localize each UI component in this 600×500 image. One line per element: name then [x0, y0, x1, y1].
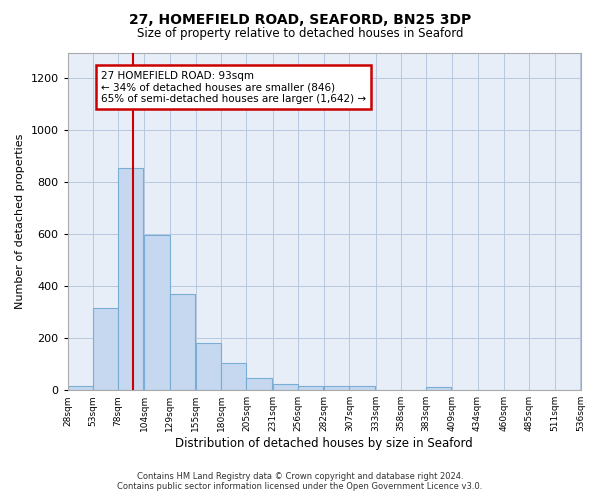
- Y-axis label: Number of detached properties: Number of detached properties: [15, 134, 25, 309]
- X-axis label: Distribution of detached houses by size in Seaford: Distribution of detached houses by size …: [175, 437, 473, 450]
- Bar: [68, 386, 93, 390]
- Bar: [426, 387, 451, 390]
- Bar: [196, 342, 221, 390]
- Bar: [93, 308, 118, 390]
- Bar: [247, 378, 272, 390]
- Bar: [298, 386, 323, 390]
- Bar: [349, 386, 374, 390]
- Bar: [118, 168, 143, 390]
- Text: Size of property relative to detached houses in Seaford: Size of property relative to detached ho…: [137, 28, 463, 40]
- Bar: [170, 294, 195, 390]
- Bar: [221, 363, 247, 390]
- Bar: [145, 235, 170, 390]
- Bar: [324, 386, 349, 390]
- Text: Contains HM Land Registry data © Crown copyright and database right 2024.
Contai: Contains HM Land Registry data © Crown c…: [118, 472, 482, 491]
- Text: 27, HOMEFIELD ROAD, SEAFORD, BN25 3DP: 27, HOMEFIELD ROAD, SEAFORD, BN25 3DP: [129, 12, 471, 26]
- Bar: [272, 384, 298, 390]
- Text: 27 HOMEFIELD ROAD: 93sqm
← 34% of detached houses are smaller (846)
65% of semi-: 27 HOMEFIELD ROAD: 93sqm ← 34% of detach…: [101, 70, 366, 104]
